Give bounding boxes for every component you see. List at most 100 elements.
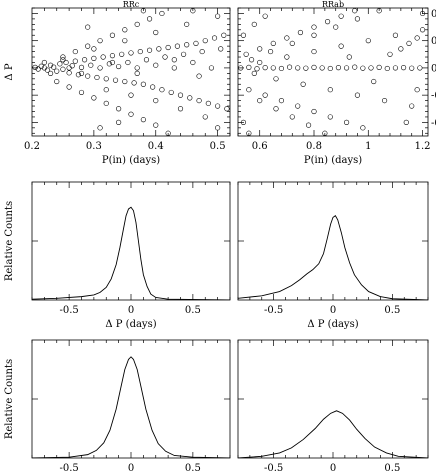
rrc-scatter-point xyxy=(88,62,94,68)
rrab-scatter-point xyxy=(297,29,304,36)
rrc-scatter-point xyxy=(85,73,91,79)
rrc-scatter-point xyxy=(116,119,122,125)
rrab-scatter-point xyxy=(311,48,317,55)
rrc-dp-hist-panel: -0.5 0 0.5 Δ P (days) Relative Counts xyxy=(4,181,231,330)
rrab-scatter-point xyxy=(243,51,249,57)
rrc-scatter-point xyxy=(63,59,69,66)
rrab-scatter-point xyxy=(398,46,404,52)
rrc-scatter-point xyxy=(146,16,153,22)
rrab-scatter-point xyxy=(327,87,333,93)
rrab-scatter-point xyxy=(289,114,295,120)
rrab-damp-hist-xtick-label: 0.5 xyxy=(384,463,400,474)
rrc-scatter-point xyxy=(134,65,140,71)
rrc-scatter-point xyxy=(205,100,211,106)
rrab-scatter-point xyxy=(338,43,344,49)
rrab-scatter-point xyxy=(284,54,290,60)
rrc-scatter-point xyxy=(66,84,72,90)
rrc-scatter-point xyxy=(180,51,187,57)
rrc-scatter-point xyxy=(35,66,41,72)
rrc-scatter-point xyxy=(184,21,190,27)
rrab-scatter-point xyxy=(246,87,252,93)
rrc-scatter-point xyxy=(208,65,215,71)
rrc-scatter-xtick-label: 0.3 xyxy=(86,141,102,152)
rrc-scatter-point xyxy=(75,72,82,78)
rrab-scatter-point xyxy=(254,66,260,72)
rrc-scatter-point xyxy=(146,47,153,53)
rrc-scatter-point xyxy=(218,46,224,52)
rrc-scatter-point xyxy=(140,8,146,14)
rrab-scatter-xtick-label: 1.2 xyxy=(415,141,431,152)
rrab-dp-hist-xtick-label: 0.5 xyxy=(384,305,400,316)
rrab-scatter-point xyxy=(311,108,317,115)
rrc-scatter-point xyxy=(97,38,103,44)
rrc-scatter-point xyxy=(72,48,78,55)
rrab-scatter-point xyxy=(354,16,361,22)
rrab-scatter-point xyxy=(335,65,342,71)
rrab-scatter-point xyxy=(240,119,247,125)
rrab-scatter-panel: 0.6 0.8 1 1.2 -0.2 -0.1 0 0.1 0.2 RRab P(in) (days… xyxy=(237,0,436,166)
rrc-scatter-point xyxy=(196,97,202,104)
rrab-scatter-point xyxy=(387,51,393,57)
rrab-scatter-point xyxy=(270,40,276,47)
rrab-dp-hist-curve xyxy=(238,215,428,300)
rrc-scatter-point xyxy=(159,87,165,93)
rrc-scatter-point xyxy=(140,81,146,87)
rrc-scatter-point xyxy=(134,70,140,76)
rrc-scatter-point xyxy=(165,130,171,136)
rrc-scatter-point xyxy=(199,48,205,55)
rrc-scatter-point xyxy=(159,10,165,17)
rrc-scatter-point xyxy=(177,106,184,112)
rrab-scatter-point xyxy=(419,27,426,33)
rrc-scatter-point xyxy=(97,125,103,131)
rrab-scatter-point xyxy=(376,64,382,70)
rrab-scatter-point xyxy=(324,19,331,25)
rrab-dp-hist-xtick-label: 0 xyxy=(330,305,336,316)
rrc-scatter-point xyxy=(57,61,63,67)
rrab-damp-hist-xtick-label: 0 xyxy=(330,463,336,474)
rrab-scatter-ytick-label: 0.1 xyxy=(431,36,436,47)
rrc-scatter-point xyxy=(91,46,97,52)
rrab-scatter-point xyxy=(273,106,279,112)
rrab-scatter-point xyxy=(270,65,276,71)
rrc-scatter-point xyxy=(103,76,109,82)
rrc-scatter-panel: 0.2 0.3 0.4 0.5 RRc P(in) (days) Δ P xyxy=(4,0,231,166)
rrab-scatter-point xyxy=(403,119,409,125)
rrab-scatter-data xyxy=(238,8,426,136)
rrab-scatter-point xyxy=(300,81,306,87)
rrc-scatter-point xyxy=(131,80,137,86)
rrab-scatter-point xyxy=(392,32,399,38)
rrc-scatter-point xyxy=(60,66,66,72)
rrc-damp-hist-xtick-label: 0.5 xyxy=(185,463,201,474)
rrc-dp-hist-data xyxy=(32,206,230,300)
rrc-scatter-point xyxy=(97,65,103,71)
rrc-scatter-point xyxy=(125,59,131,66)
rrc-damp-hist-curve xyxy=(32,356,230,458)
rrab-scatter-point xyxy=(417,65,423,71)
rrc-damp-hist-panel: -0.500.5Δ Amp(V) (mag)Relative Counts xyxy=(4,339,231,474)
rrc-scatter-point xyxy=(116,63,122,70)
rrc-scatter-point xyxy=(162,54,168,60)
rrc-scatter-point xyxy=(156,46,162,52)
rrc-scatter-point xyxy=(128,111,134,117)
rrab-scatter-point xyxy=(400,65,407,71)
rrc-scatter-point xyxy=(171,65,177,71)
rrc-scatter-point xyxy=(202,38,208,44)
rrab-scatter-point xyxy=(414,87,420,93)
rrc-scatter-point xyxy=(44,67,51,73)
rrab-scatter-point xyxy=(238,65,244,71)
rrc-scatter-point xyxy=(193,40,199,47)
rrab-dp-hist-panel: -0.5 0 0.5 Δ P (days) xyxy=(237,181,429,330)
rrc-scatter-point xyxy=(140,117,146,123)
rrc-scatter-point xyxy=(72,58,78,64)
rrab-scatter-point xyxy=(319,65,325,71)
rrc-scatter-point xyxy=(100,54,106,60)
rrab-scatter-point xyxy=(240,32,247,38)
rrc-scatter-point xyxy=(137,48,143,55)
rrab-scatter-point xyxy=(346,54,352,60)
rrab-scatter-point xyxy=(295,103,301,109)
rrab-scatter-point xyxy=(311,64,317,70)
rrc-scatter-xlabel: P(in) (days) xyxy=(102,155,160,166)
rrc-scatter-point xyxy=(60,57,66,63)
rrab-scatter-title: RRab xyxy=(322,0,344,9)
